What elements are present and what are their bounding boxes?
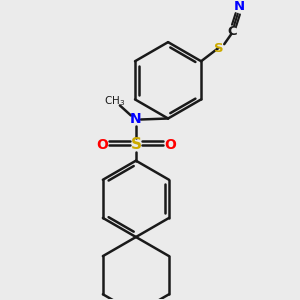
Text: S: S: [130, 137, 141, 152]
Text: C: C: [227, 25, 237, 38]
Text: O: O: [164, 138, 176, 152]
Text: S: S: [214, 42, 224, 55]
Text: N: N: [234, 1, 245, 13]
Text: O: O: [96, 138, 108, 152]
Text: N: N: [130, 112, 142, 127]
Text: CH$_3$: CH$_3$: [104, 94, 125, 108]
